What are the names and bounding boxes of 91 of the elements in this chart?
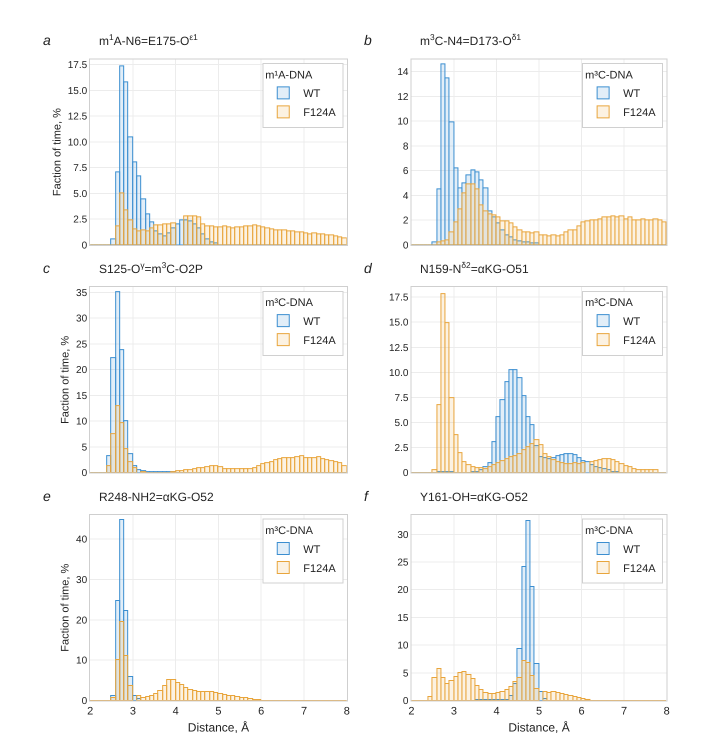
x-tick-label: 8 (664, 706, 670, 718)
y-axis-title: Faction of time, % (51, 108, 64, 196)
chart-title: Y161-OH=αKG-O52 (420, 490, 528, 504)
y-tick-label: 17.5 (388, 292, 409, 304)
y-tick-label: 2.5 (394, 443, 409, 454)
y-tick-label: 15 (76, 390, 88, 402)
y-tick-label: 7.5 (73, 163, 88, 174)
chart-title: m$^{3}$C-N4=D173-O$^{δ1}$ (420, 32, 522, 48)
y-tick-label: 0 (82, 468, 88, 480)
x-tick-label: 3 (130, 706, 136, 718)
y-tick-label: 10 (397, 116, 409, 128)
y-tick-label: 0 (82, 240, 88, 252)
chart-title: N159-N$^{δ2}$=αKG-O51 (420, 260, 529, 276)
text: d (364, 260, 373, 276)
x-tick-label: 5 (536, 706, 542, 718)
y-tick-label: 40 (76, 534, 88, 546)
y-tick-label: 20 (397, 585, 409, 596)
legend-title: m³C-DNA (585, 297, 634, 310)
chart-title: R248-NH2=αKG-O52 (99, 490, 214, 504)
y-tick-label: 6 (402, 166, 409, 178)
legend-label: F124A (303, 107, 336, 120)
legend-label: WT (303, 316, 321, 328)
y-tick-label: 20 (76, 615, 88, 626)
y-tick-label: 15.0 (68, 86, 88, 97)
y-tick-label: 25 (76, 339, 88, 350)
x-tick-label: 6 (578, 706, 585, 718)
y-tick-label: 8 (402, 141, 409, 152)
y-tick-label: 5 (402, 668, 409, 680)
y-tick-label: 4 (402, 190, 409, 202)
y-tick-label: 10.0 (68, 137, 88, 148)
y-tick-label: 12 (397, 92, 409, 103)
legend-title: m³C-DNA (265, 524, 314, 537)
y-tick-label: 10 (397, 640, 409, 652)
legend-label: WT (303, 88, 321, 100)
legend-label: F124A (303, 562, 336, 575)
y-tick-label: 5.0 (394, 418, 409, 430)
y-tick-label: 10.0 (388, 368, 409, 379)
legend-label: WT (623, 544, 640, 556)
y-tick-label: 12.5 (68, 112, 88, 123)
text: b (364, 32, 372, 48)
y-tick-label: 0 (402, 240, 409, 252)
x-tick-label: 4 (172, 706, 179, 718)
y-axis-title: Faction of time, % (60, 336, 72, 424)
y-tick-label: 2.5 (73, 214, 88, 226)
chart-title: m$^{1}$A-N6=E175-O$^{ε1}$ (99, 32, 198, 48)
text: f (364, 488, 370, 504)
y-axis-title: Faction of time, % (60, 563, 72, 652)
y-tick-label: 5 (82, 442, 88, 454)
legend-label: WT (623, 88, 640, 100)
x-tick-label: 5 (215, 706, 222, 718)
y-tick-label: 35 (76, 288, 88, 299)
x-tick-label: 6 (258, 706, 264, 718)
y-tick-label: 0 (82, 696, 88, 707)
y-tick-label: 5.0 (73, 188, 88, 200)
y-tick-label: 12.5 (388, 342, 409, 354)
legend-label: WT (303, 544, 321, 556)
y-tick-label: 10 (76, 416, 88, 428)
x-tick-label: 7 (621, 706, 628, 718)
y-tick-label: 30 (76, 574, 88, 586)
legend-title: m³C-DNA (585, 69, 634, 82)
y-tick-label: 20 (76, 365, 88, 376)
y-tick-label: 10 (76, 656, 88, 667)
y-tick-label: 2 (402, 216, 409, 227)
legend-label: WT (623, 316, 640, 328)
y-tick-label: 17.5 (68, 60, 88, 72)
y-tick-label: 14 (397, 67, 409, 78)
x-axis-title: Distance, Å (188, 720, 250, 735)
legend-title: m³C-DNA (585, 524, 634, 537)
y-tick-label: 0 (402, 696, 409, 707)
y-tick-label: 25 (397, 558, 409, 569)
legend-label: F124A (623, 334, 656, 347)
text: e (43, 488, 51, 504)
text: c (43, 260, 50, 276)
y-tick-label: 15 (397, 612, 409, 624)
chart-title: S125-O$^{γ}$=m$^{3}$C-O2P (99, 260, 203, 276)
legend-label: F124A (623, 562, 656, 575)
legend-title: m³C-DNA (265, 297, 314, 310)
text: a (43, 32, 51, 48)
y-tick-label: 0 (402, 468, 409, 480)
legend-label: F124A (623, 107, 656, 120)
x-tick-label: 3 (450, 706, 458, 718)
y-tick-label: 7.5 (394, 392, 409, 404)
y-tick-label: 30 (76, 314, 88, 325)
y-tick-label: 30 (397, 530, 409, 541)
legend-label: F124A (303, 334, 336, 347)
x-axis-title: Distance, Å (508, 720, 570, 735)
x-tick-label: 8 (344, 706, 350, 718)
legend-title: m¹A-DNA (265, 69, 313, 82)
y-tick-label: 15.0 (388, 318, 409, 329)
x-tick-label: 7 (300, 706, 308, 718)
x-tick-label: 4 (493, 706, 500, 718)
